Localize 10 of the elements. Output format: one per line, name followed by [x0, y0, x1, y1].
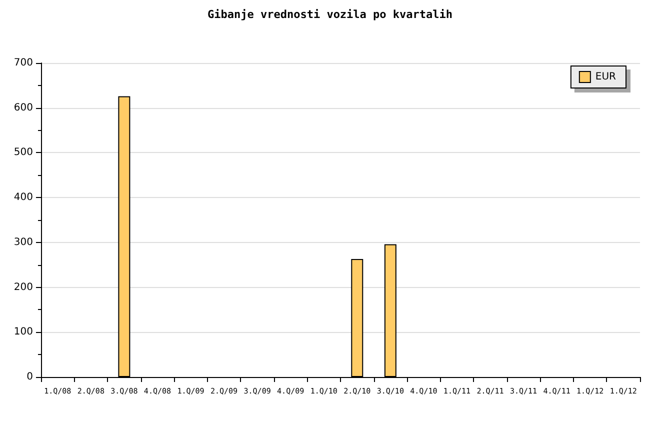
- legend-label: EUR: [595, 72, 616, 82]
- y-tick-label: 0: [26, 372, 33, 382]
- y-tick-label: 300: [14, 236, 33, 248]
- y-tick-label: 700: [14, 58, 33, 68]
- y-tick-label: 400: [14, 192, 33, 204]
- y-tick-label: 600: [14, 102, 33, 114]
- chart-title: Gibanje vrednosti vozila po kvartalih: [207, 8, 453, 21]
- y-tick-label: 500: [14, 147, 33, 158]
- y-tick-label: 100: [14, 326, 33, 338]
- y-tick-label: 200: [14, 282, 33, 293]
